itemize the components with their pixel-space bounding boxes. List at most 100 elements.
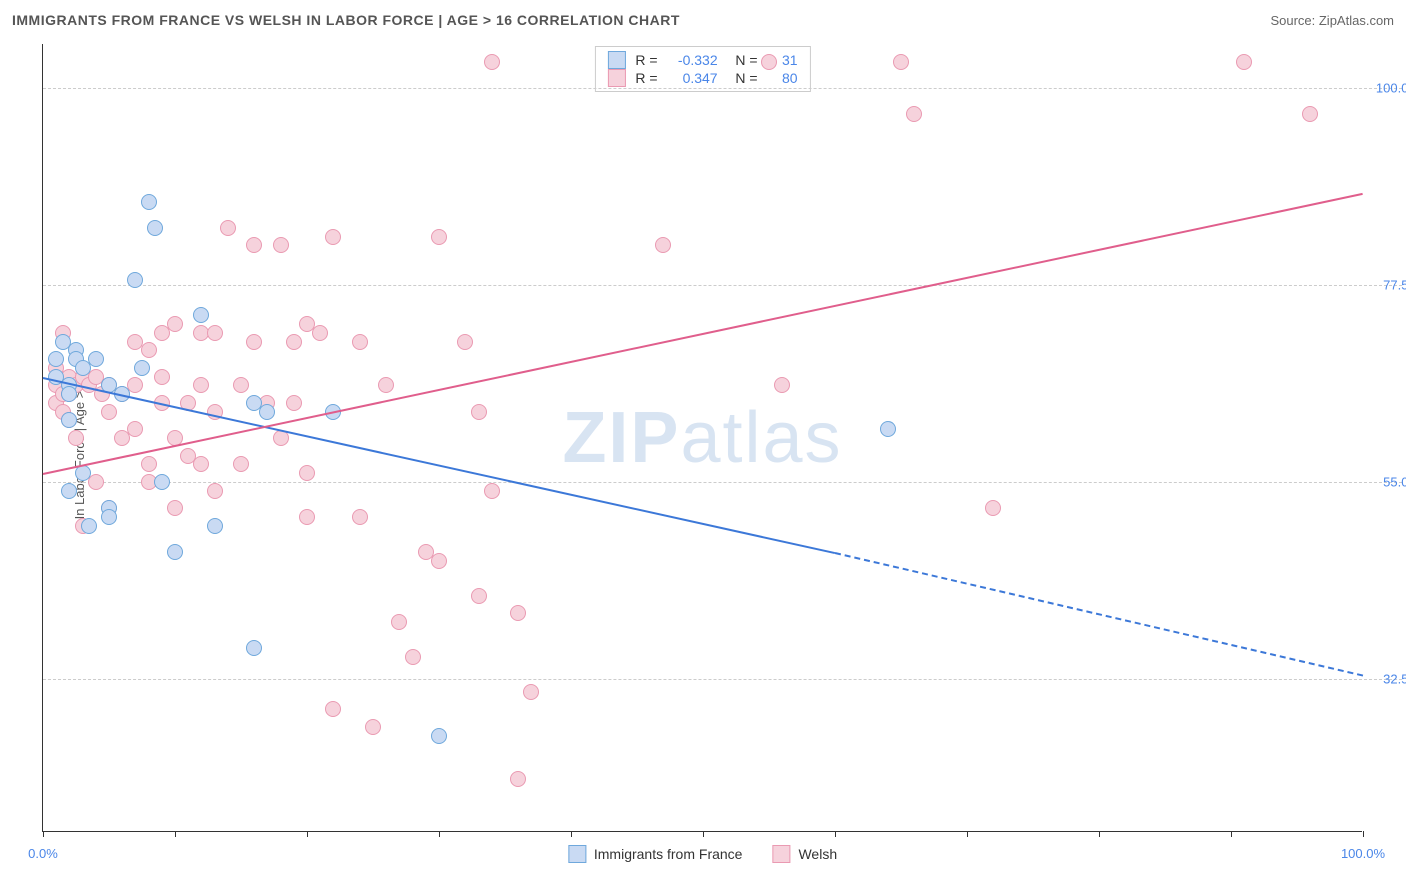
trend-line [43,377,835,554]
legend-r-label: R = [635,70,657,86]
legend-n-value: 80 [768,70,798,86]
data-point [147,220,163,236]
legend-swatch [607,69,625,87]
correlation-legend: R =-0.332 N =31R =0.347 N =80 [594,46,810,92]
y-tick-label: 77.5% [1383,277,1406,292]
legend-row: R = 0.347 N = 80 [607,69,797,87]
data-point [286,334,302,350]
data-point [431,728,447,744]
data-point [774,377,790,393]
data-point [523,684,539,700]
data-point [207,518,223,534]
data-point [167,316,183,332]
legend-r-label: R = [635,52,657,68]
x-tick [439,831,440,837]
x-tick-label: 100.0% [1341,846,1385,861]
trend-line [835,552,1363,677]
data-point [68,430,84,446]
data-point [273,237,289,253]
data-point [61,483,77,499]
x-tick [1363,831,1364,837]
x-tick [307,831,308,837]
data-point [233,456,249,472]
trend-line [43,193,1363,475]
data-point [259,404,275,420]
data-point [484,483,500,499]
x-tick [967,831,968,837]
legend-swatch [772,845,790,863]
data-point [431,229,447,245]
data-point [457,334,473,350]
x-tick [1231,831,1232,837]
data-point [378,377,394,393]
data-point [193,456,209,472]
y-tick-label: 100.0% [1376,80,1406,95]
data-point [48,351,64,367]
data-point [193,377,209,393]
data-point [246,237,262,253]
chart-header: IMMIGRANTS FROM FRANCE VS WELSH IN LABOR… [12,8,1394,32]
plot-area: ZIPatlas R =-0.332 N =31R =0.347 N =80 I… [42,44,1362,832]
data-point [985,500,1001,516]
data-point [299,465,315,481]
data-point [246,640,262,656]
x-tick-label: 0.0% [28,846,58,861]
chart-source: Source: ZipAtlas.com [1270,13,1394,28]
data-point [101,509,117,525]
legend-item: Welsh [772,845,837,863]
data-point [299,509,315,525]
data-point [391,614,407,630]
legend-n-label: N = [728,70,758,86]
data-point [61,386,77,402]
data-point [233,377,249,393]
data-point [471,588,487,604]
data-point [127,272,143,288]
gridline [43,482,1402,483]
data-point [655,237,671,253]
data-point [405,649,421,665]
data-point [193,307,209,323]
data-point [510,771,526,787]
data-point [154,369,170,385]
legend-n-label: N = [728,52,758,68]
data-point [471,404,487,420]
legend-r-value: 0.347 [668,70,718,86]
gridline [43,285,1402,286]
legend-label: Immigrants from France [594,846,743,862]
x-tick [43,831,44,837]
legend-swatch [568,845,586,863]
x-tick [571,831,572,837]
data-point [1302,106,1318,122]
data-point [154,474,170,490]
data-point [365,719,381,735]
gridline [43,88,1402,89]
data-point [88,474,104,490]
x-tick [175,831,176,837]
data-point [246,334,262,350]
legend-label: Welsh [798,846,837,862]
x-tick [835,831,836,837]
data-point [312,325,328,341]
x-tick [703,831,704,837]
data-point [88,351,104,367]
data-point [167,500,183,516]
data-point [761,54,777,70]
data-point [431,553,447,569]
data-point [352,334,368,350]
data-point [510,605,526,621]
data-point [286,395,302,411]
y-tick-label: 32.5% [1383,671,1406,686]
data-point [134,360,150,376]
chart-title: IMMIGRANTS FROM FRANCE VS WELSH IN LABOR… [12,12,680,28]
data-point [207,325,223,341]
data-point [101,404,117,420]
x-tick [1099,831,1100,837]
data-point [61,412,77,428]
gridline [43,679,1402,680]
data-point [167,544,183,560]
data-point [880,421,896,437]
y-tick-label: 55.0% [1383,474,1406,489]
data-point [127,421,143,437]
data-point [906,106,922,122]
data-point [141,456,157,472]
